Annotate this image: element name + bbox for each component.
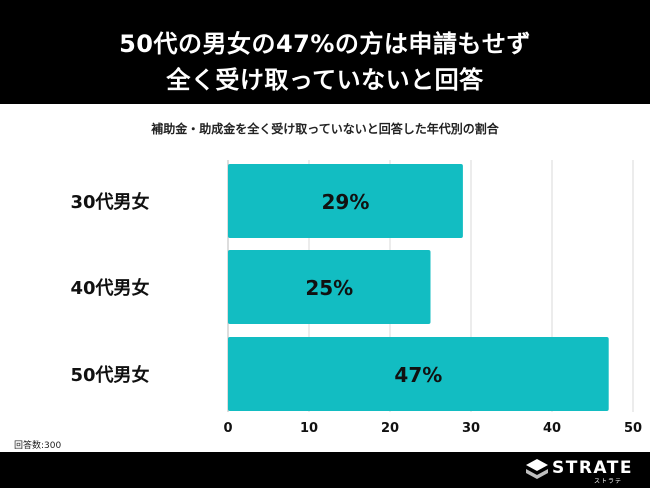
brand-logo: STRATE ストラテ <box>524 456 634 485</box>
bar-40代男女 <box>228 250 431 324</box>
footer-bar: STRATE ストラテ <box>0 452 650 488</box>
chart-title: 補助金・助成金を全く受け取っていないと回答した年代別の割合 <box>151 122 499 136</box>
x-tick-label-0: 0 <box>223 421 232 436</box>
x-tick-label-10: 10 <box>300 421 318 436</box>
title-banner: 50代の男女の47%の方は申請もせず 全く受け取っていないと回答 <box>0 0 650 104</box>
category-label-30代男女: 30代男女 <box>70 191 149 213</box>
respondent-count: 回答数:300 <box>14 441 62 451</box>
data-label-40代男女: 25% <box>305 276 353 300</box>
bar-chart: 29% 30代男女 25% 40代男女 47% 50代男女 0 10 20 30 40 50 <box>70 160 642 436</box>
x-tick-label-50: 50 <box>624 421 642 436</box>
x-tick-label-40: 40 <box>543 421 561 436</box>
title-line-2: 全く受け取っていないと回答 <box>166 66 484 94</box>
x-tick-label-30: 30 <box>462 421 480 436</box>
x-tick-label-20: 20 <box>381 421 399 436</box>
brand-name: STRATE <box>552 458 633 478</box>
category-label-40代男女: 40代男女 <box>70 277 149 299</box>
bar-30代男女 <box>228 164 463 238</box>
brand-subtitle: ストラテ <box>594 478 623 485</box>
data-label-50代男女: 47% <box>394 363 442 387</box>
title-line-1: 50代の男女の47%の方は申請もせず <box>119 30 531 58</box>
strate-logo-icon <box>526 459 548 479</box>
data-label-30代男女: 29% <box>322 190 370 214</box>
category-label-50代男女: 50代男女 <box>70 364 149 386</box>
bar-50代男女 <box>228 337 609 411</box>
